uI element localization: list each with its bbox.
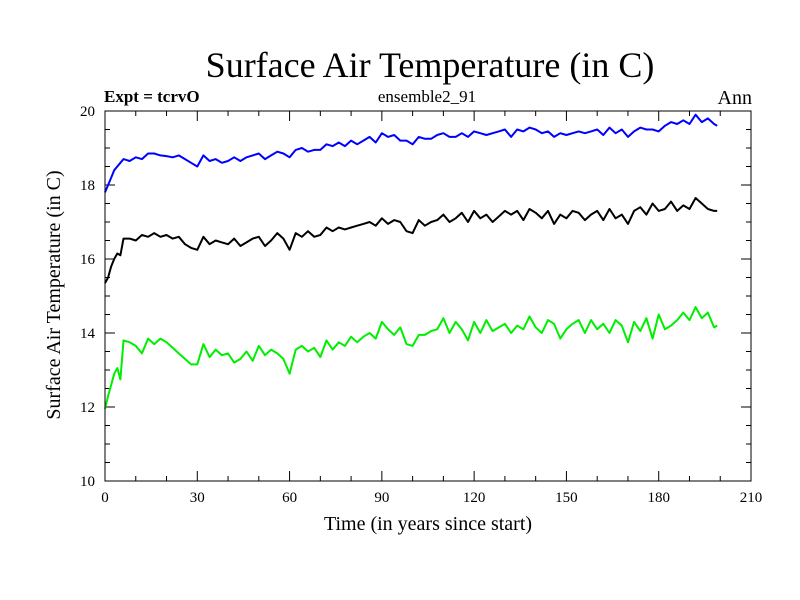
x-tick-label: 30 bbox=[190, 490, 205, 506]
x-tick-label: 210 bbox=[740, 490, 763, 506]
y-tick-label: 16 bbox=[80, 252, 96, 268]
x-axis-label: Time (in years since start) bbox=[324, 513, 532, 535]
axis-ticks: 0 30 60 90 120 150 180 210 10 12 14 16 18 20 bbox=[80, 104, 762, 506]
y-axis-label: Surface Air Temperature (in C) bbox=[43, 170, 65, 419]
y-tick-label: 12 bbox=[80, 400, 95, 416]
experiment-label: Expt = tcrvO bbox=[104, 87, 200, 106]
series-line-black bbox=[104, 197, 718, 284]
x-tick-label: 60 bbox=[282, 490, 297, 506]
y-tick-label: 20 bbox=[80, 104, 95, 120]
x-tick-label: 150 bbox=[555, 490, 578, 506]
chart-subtitle: ensemble2_91 bbox=[378, 87, 476, 106]
x-tick-label: 0 bbox=[101, 490, 109, 506]
chart-title: Surface Air Temperature (in C) bbox=[206, 45, 655, 85]
x-tick-label: 180 bbox=[647, 490, 670, 506]
series-line-blue bbox=[104, 113, 718, 193]
x-tick-label: 90 bbox=[374, 490, 389, 506]
y-tick-label: 18 bbox=[80, 178, 95, 194]
series-line-green bbox=[104, 306, 718, 410]
y-tick-label: 10 bbox=[80, 474, 95, 490]
x-tick-label: 120 bbox=[463, 490, 486, 506]
plot-frame bbox=[104, 110, 752, 482]
period-label: Ann bbox=[718, 87, 752, 109]
y-tick-label: 14 bbox=[80, 326, 96, 342]
series-layer bbox=[104, 113, 718, 410]
